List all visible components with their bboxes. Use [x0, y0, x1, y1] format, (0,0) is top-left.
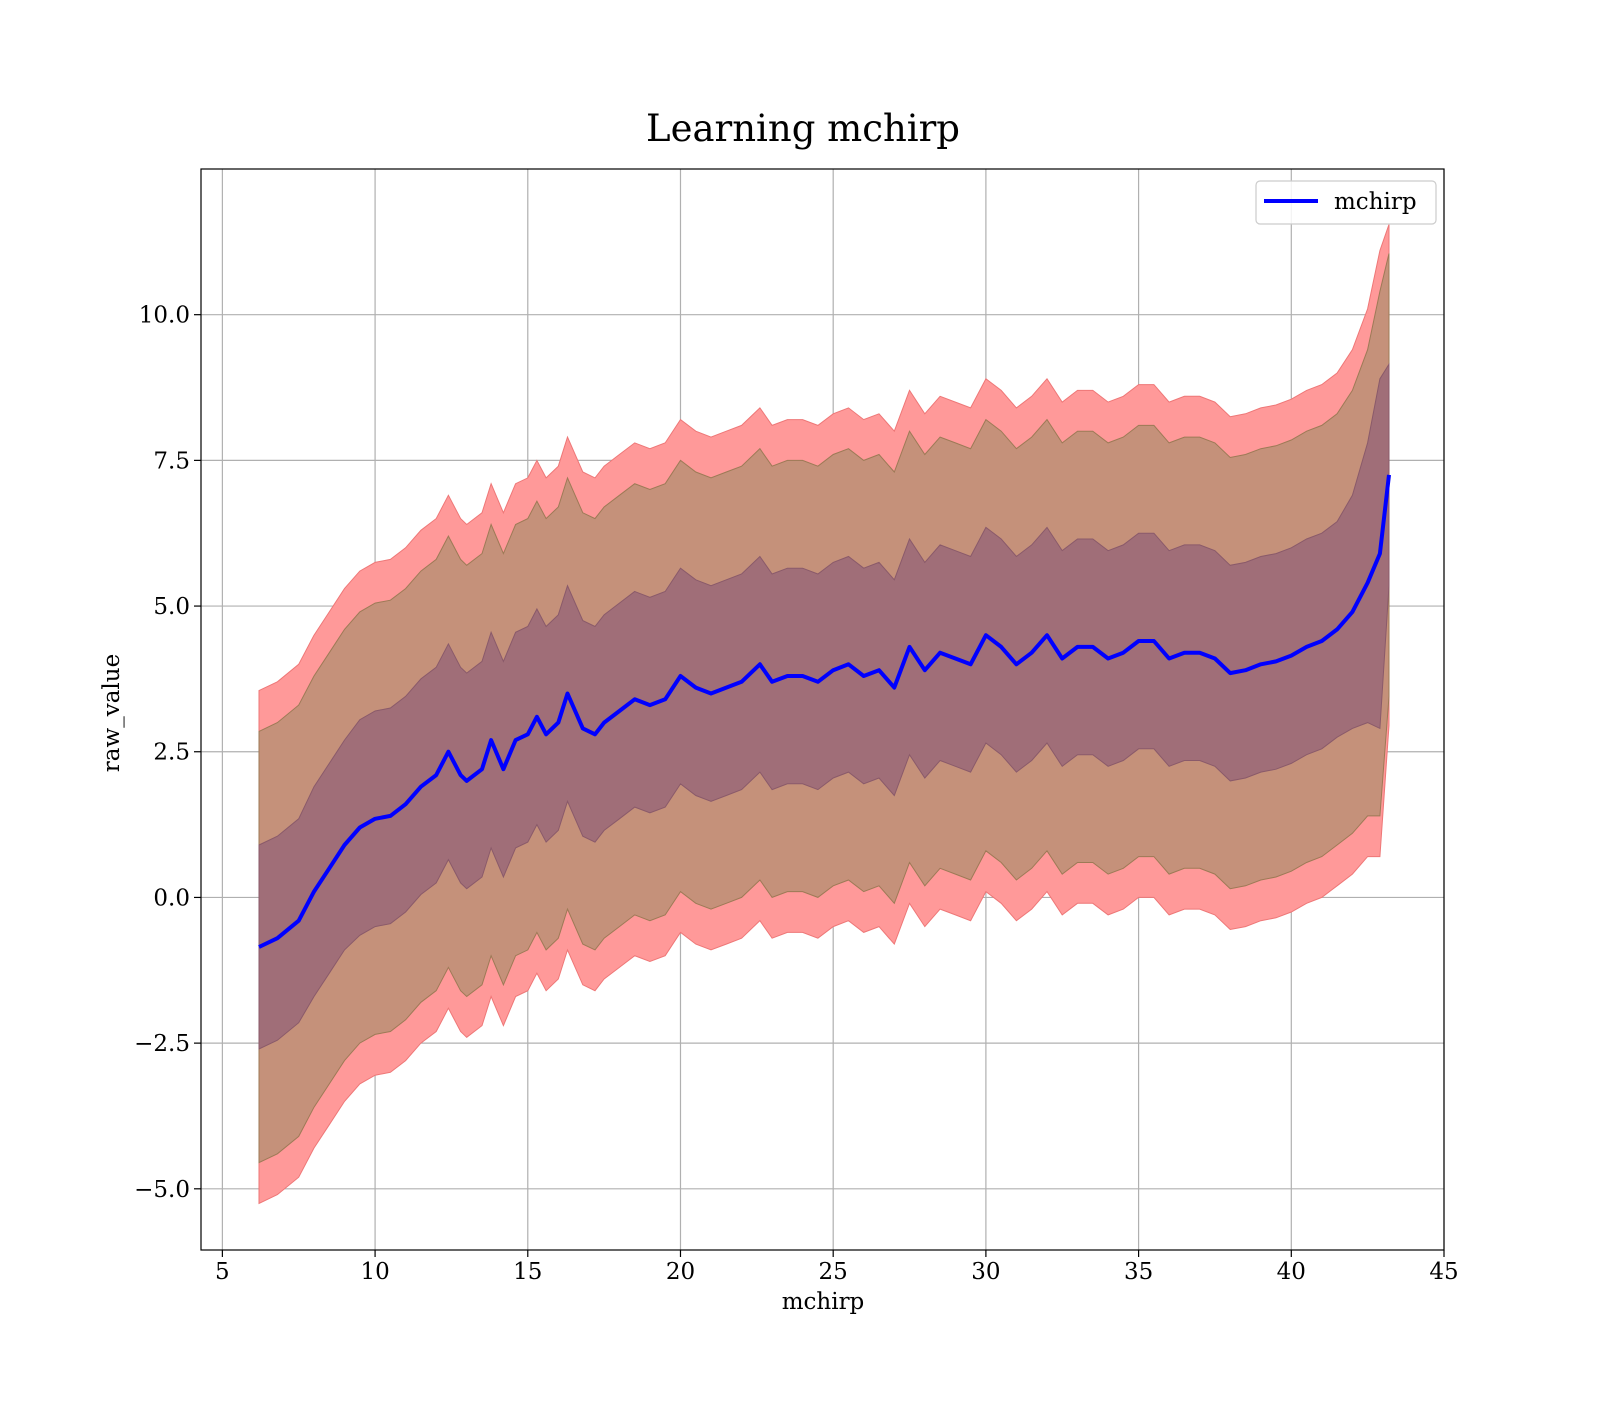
y-axis-label: raw_value — [99, 654, 125, 772]
x-tick-label: 25 — [819, 1259, 848, 1285]
legend-box — [1255, 180, 1437, 225]
x-tick-label: 40 — [1277, 1259, 1306, 1285]
tick-layer: 5 10 15 20 25 30 35 40 45 −5.0 −2.5 0.0 2.5 5.0 7.5 10.… — [134, 303, 1459, 1285]
legend-entry-mchirp: mchirp — [1334, 189, 1417, 215]
y-tick-label: 7.5 — [153, 448, 190, 474]
x-tick-label: 10 — [360, 1259, 389, 1285]
x-axis-label: mchirp — [782, 1289, 865, 1315]
band-layer — [258, 224, 1390, 1205]
plot-frame — [200, 168, 1445, 1251]
x-tick-label: 5 — [215, 1259, 230, 1285]
x-tick-label: 30 — [971, 1259, 1000, 1285]
series-line-mchirp — [258, 474, 1391, 949]
y-tick-label: −2.5 — [134, 1031, 190, 1057]
y-tick-label: 10.0 — [139, 303, 190, 329]
band-inner — [258, 362, 1390, 1050]
y-tick-label: 2.5 — [153, 740, 190, 766]
x-tick-label: 45 — [1429, 1259, 1458, 1285]
x-tick-label: 20 — [666, 1259, 695, 1285]
legend: mchirp — [1255, 180, 1437, 225]
y-tick-label: 0.0 — [153, 885, 190, 911]
y-tick-label: −5.0 — [134, 1177, 190, 1203]
x-tick-label: 35 — [1124, 1259, 1153, 1285]
x-tick-label: 15 — [513, 1259, 542, 1285]
y-tick-label: 5.0 — [153, 594, 190, 620]
chart-title: Learning mchirp — [646, 107, 960, 150]
line-layer — [258, 474, 1391, 949]
